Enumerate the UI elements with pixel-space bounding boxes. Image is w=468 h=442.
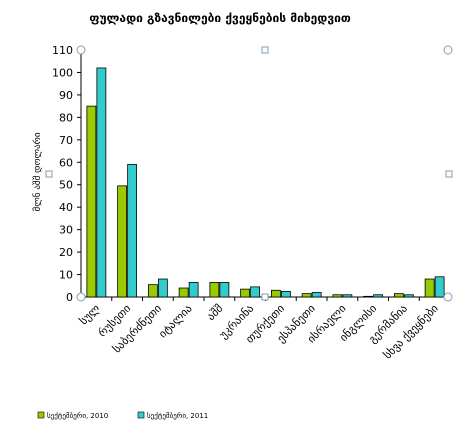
bar-2011-1 [127, 164, 138, 298]
bar-2010-11 [424, 278, 435, 298]
resize-handle-square [45, 170, 53, 178]
chart-title: ფულადი გზავნილები ქვეყნების მიხედვით [89, 11, 351, 25]
y-tick-label: 40 [59, 201, 73, 214]
bar-2011-4 [219, 282, 230, 298]
y-tick-label: 60 [59, 156, 73, 169]
bar-2011-2 [157, 278, 168, 298]
y-tick-label: 30 [59, 224, 73, 237]
bar-2011-5 [250, 286, 261, 298]
bar-2010-10 [393, 293, 404, 298]
legend-label: სექტემბერი, 2011 [147, 411, 208, 420]
y-tick-label: 70 [59, 134, 73, 147]
resize-handle-square [261, 293, 269, 301]
bar-2011-10 [403, 294, 414, 298]
legend-swatch [37, 411, 45, 419]
bar-2011-8 [342, 294, 353, 298]
legend-swatch [137, 411, 145, 419]
bar-2010-1 [117, 185, 128, 298]
bar-2010-9 [363, 295, 374, 298]
resize-handle-circle [76, 292, 86, 302]
legend-label: სექტემბერი, 2010 [47, 411, 108, 420]
bar-2010-0 [86, 105, 97, 298]
resize-handle-square [445, 170, 453, 178]
resize-handle-circle [443, 292, 453, 302]
y-tick-label: 100 [52, 66, 73, 79]
y-tick-label: 110 [52, 44, 73, 57]
resize-handle-circle [76, 45, 86, 55]
bar-2011-0 [96, 67, 107, 298]
y-tick-label: 20 [59, 246, 73, 259]
y-tick-label: 10 [59, 269, 73, 282]
bar-2010-8 [332, 294, 343, 298]
bar-2010-7 [301, 293, 312, 298]
resize-handle-circle [443, 45, 453, 55]
bar-2011-9 [373, 294, 384, 298]
bar-2011-7 [311, 292, 322, 298]
bar-2010-4 [209, 282, 220, 298]
y-axis-label: მლნ აშშ დოლარი [32, 132, 43, 211]
y-tick-label: 0 [66, 291, 73, 304]
resize-handle-square [261, 46, 269, 54]
bar-2010-2 [147, 284, 158, 298]
bar-2010-5 [240, 288, 251, 298]
bar-2010-3 [178, 287, 189, 298]
bar-2010-6 [270, 289, 281, 298]
legend: სექტემბერი, 2010 სექტემბერი, 2011 [37, 411, 208, 420]
y-tick-label: 50 [59, 179, 73, 192]
bar-2011-6 [280, 290, 291, 298]
bar-2011-11 [434, 276, 445, 298]
y-tick-label: 90 [59, 89, 73, 102]
y-tick-label: 80 [59, 111, 73, 124]
bar-2011-3 [188, 282, 199, 298]
